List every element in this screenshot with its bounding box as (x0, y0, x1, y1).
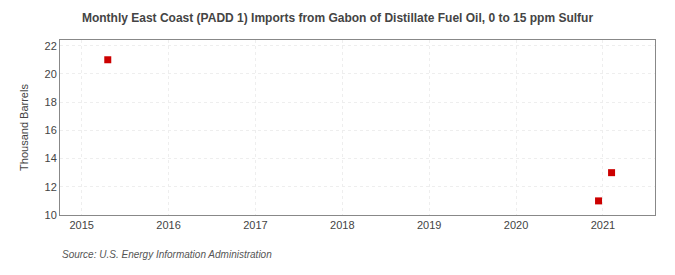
svg-text:20: 20 (45, 68, 57, 80)
svg-text:18: 18 (45, 96, 57, 108)
svg-text:22: 22 (45, 40, 57, 52)
svg-text:14: 14 (45, 152, 57, 164)
svg-text:Source: U.S. Energy Informatio: Source: U.S. Energy Information Administ… (62, 249, 272, 260)
svg-text:12: 12 (45, 181, 57, 193)
svg-text:2017: 2017 (243, 219, 267, 231)
svg-text:2020: 2020 (504, 219, 528, 231)
svg-text:Thousand Barrels: Thousand Barrels (18, 84, 30, 171)
svg-text:2016: 2016 (156, 219, 180, 231)
svg-text:2015: 2015 (69, 219, 93, 231)
svg-text:16: 16 (45, 124, 57, 136)
svg-text:2021: 2021 (591, 219, 615, 231)
svg-text:2018: 2018 (330, 219, 354, 231)
svg-text:Monthly East Coast (PADD 1) Im: Monthly East Coast (PADD 1) Imports from… (82, 11, 593, 25)
svg-text:10: 10 (45, 209, 57, 221)
svg-text:2019: 2019 (417, 219, 441, 231)
